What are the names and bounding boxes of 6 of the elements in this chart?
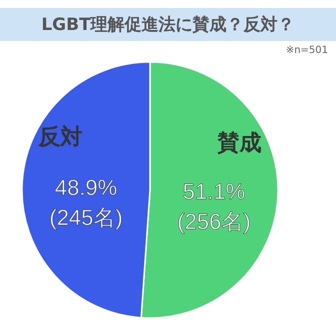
chart-title: LGBT理解促進法に賛成？反対？ <box>0 8 336 41</box>
slice-label: 賛成 <box>216 130 262 156</box>
data-label: 51.1% (256名) <box>177 179 251 234</box>
text: ※n=501 <box>284 44 329 58</box>
slice-label: 反対 <box>37 124 82 149</box>
data-label: 48.9% (245名) <box>49 174 123 230</box>
